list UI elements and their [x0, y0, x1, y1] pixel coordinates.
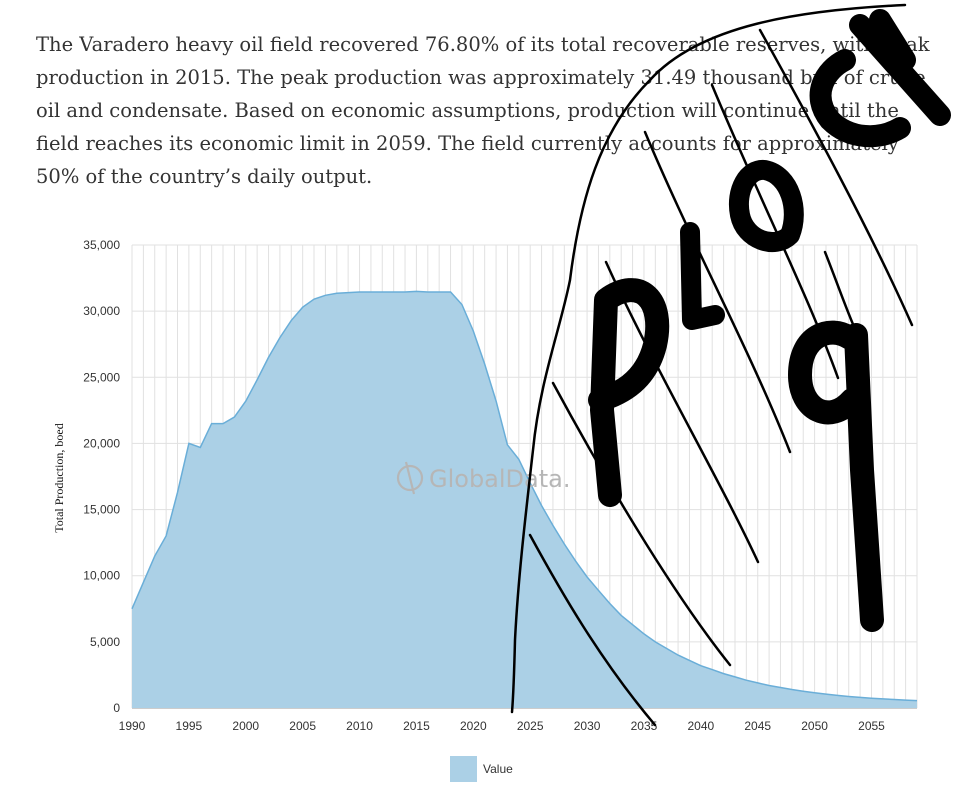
x-tick-label: 2020 — [460, 719, 487, 733]
x-tick-label: 2010 — [346, 719, 373, 733]
x-tick-label: 2025 — [517, 719, 544, 733]
x-tick-label: 2015 — [403, 719, 430, 733]
scribble-line-4 — [643, 130, 792, 454]
sentence-recovery: The Varadero heavy oil field recovered 7… — [36, 33, 930, 89]
x-tick-label: 2030 — [574, 719, 601, 733]
y-tick-label: 5,000 — [90, 635, 120, 649]
production-area-outline — [131, 290, 918, 702]
scribble-line-1 — [528, 533, 657, 727]
scribble-letter-k — [849, 9, 951, 126]
y-tick-label: 15,000 — [83, 503, 120, 517]
sentence-peak: The peak production was approximately 31… — [36, 66, 926, 122]
y-tick-label: 25,000 — [83, 370, 120, 384]
watermark: GlobalData. — [396, 461, 571, 495]
y-axis-label: Total Production, boed — [52, 423, 66, 532]
y-axis-ticks: 0 5,000 10,000 15,000 20,000 25,000 30,000 35,0… — [83, 238, 120, 715]
scribble-letter-p — [588, 278, 670, 507]
scribble-letter-o — [728, 160, 804, 252]
x-tick-label: 1990 — [119, 719, 146, 733]
scribble-letter-c — [809, 49, 911, 148]
x-tick-label: 2045 — [744, 719, 771, 733]
y-tick-label: 20,000 — [83, 436, 120, 450]
globaldata-logo-icon — [396, 461, 424, 495]
scribble-line-2 — [551, 381, 732, 667]
legend-label: Value — [483, 762, 513, 776]
production-area — [132, 291, 917, 708]
x-tick-label: 1995 — [176, 719, 203, 733]
description-paragraph: The Varadero heavy oil field recovered 7… — [36, 28, 936, 193]
x-tick-label: 2035 — [631, 719, 658, 733]
scribble-line-6 — [758, 28, 914, 327]
y-tick-label: 10,000 — [83, 569, 120, 583]
scribble-outline-stroke — [510, 3, 907, 714]
x-tick-label: 2040 — [687, 719, 714, 733]
legend: Value — [450, 756, 513, 782]
x-tick-label: 2055 — [858, 719, 885, 733]
y-tick-label: 35,000 — [83, 238, 120, 252]
sentence-economic-limit: Based on economic assumptions, productio… — [36, 99, 899, 155]
sentence-output-share: The field currently accounts for approxi… — [36, 132, 899, 188]
scribble-letter-q — [788, 320, 884, 632]
y-tick-label: 0 — [113, 701, 120, 715]
x-tick-label: 2050 — [801, 719, 828, 733]
watermark-text: GlobalData. — [429, 465, 571, 493]
handwriting-scribble — [510, 3, 951, 727]
legend-swatch — [450, 756, 477, 782]
x-axis-ticks: 1990 1995 2000 2005 2010 2015 2020 2025 2030 2035… — [119, 719, 886, 733]
x-tick-label: 2005 — [289, 719, 316, 733]
scribble-letter-l — [680, 222, 725, 330]
y-tick-label: 30,000 — [83, 304, 120, 318]
x-tick-label: 2000 — [232, 719, 259, 733]
